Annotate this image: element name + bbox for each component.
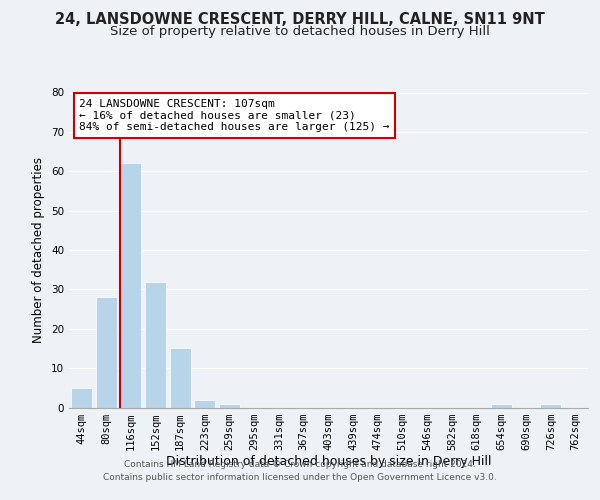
Bar <box>145 282 166 408</box>
Y-axis label: Number of detached properties: Number of detached properties <box>32 157 46 343</box>
Bar <box>170 348 191 408</box>
Bar <box>95 297 116 408</box>
X-axis label: Distribution of detached houses by size in Derry Hill: Distribution of detached houses by size … <box>166 456 491 468</box>
Text: 24, LANSDOWNE CRESCENT, DERRY HILL, CALNE, SN11 9NT: 24, LANSDOWNE CRESCENT, DERRY HILL, CALN… <box>55 12 545 28</box>
Text: Contains HM Land Registry data © Crown copyright and database right 2024.: Contains HM Land Registry data © Crown c… <box>124 460 476 469</box>
Bar <box>541 404 562 407</box>
Bar <box>120 164 141 408</box>
Text: Contains public sector information licensed under the Open Government Licence v3: Contains public sector information licen… <box>103 472 497 482</box>
Text: 24 LANSDOWNE CRESCENT: 107sqm
← 16% of detached houses are smaller (23)
84% of s: 24 LANSDOWNE CRESCENT: 107sqm ← 16% of d… <box>79 99 390 132</box>
Bar <box>71 388 92 407</box>
Bar <box>219 404 240 407</box>
Text: Size of property relative to detached houses in Derry Hill: Size of property relative to detached ho… <box>110 25 490 38</box>
Bar <box>491 404 512 407</box>
Bar <box>194 400 215 407</box>
